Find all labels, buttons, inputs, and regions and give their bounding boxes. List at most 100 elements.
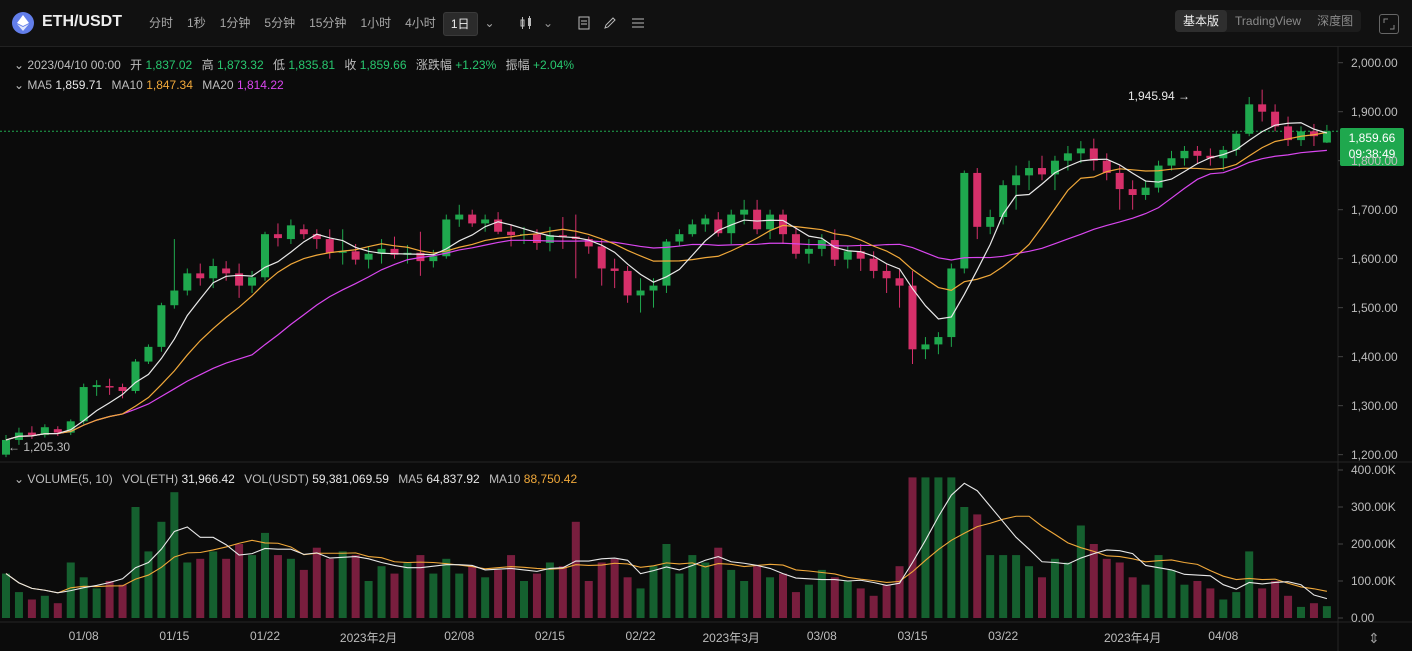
volume-bar <box>1309 603 1318 618</box>
indicator-icon[interactable] <box>574 13 594 33</box>
volume-bar <box>1089 544 1098 618</box>
low-value: 1,835.81 <box>288 58 336 72</box>
candle-body <box>1128 189 1137 195</box>
price-axis-label: 1,800.00 <box>1351 153 1398 168</box>
candle-body <box>273 234 282 239</box>
volume-bar <box>14 592 23 618</box>
ma5-label: MA5 <box>27 78 53 92</box>
interval-tab-active[interactable]: 1日 <box>442 12 478 36</box>
interval-more-chevron-icon[interactable]: ⌄ <box>484 16 495 30</box>
interval-tab[interactable]: 1分钟 <box>219 16 251 30</box>
candle-body <box>869 258 878 271</box>
high-value: 1,873.32 <box>216 58 264 72</box>
volume-bar <box>1128 577 1137 618</box>
price-axis-label: 1,700.00 <box>1351 202 1398 217</box>
vol-ma10-value: 88,750.42 <box>523 472 578 486</box>
interval-tab[interactable]: 5分钟 <box>264 16 296 30</box>
change-label: 涨跌幅 <box>415 58 452 72</box>
candle-body <box>1012 175 1021 186</box>
volume-bar <box>364 581 373 618</box>
interval-tab[interactable]: 分时 <box>149 16 174 30</box>
view-basic[interactable]: 基本版 <box>1175 10 1228 32</box>
pair-title[interactable]: ETH/USDT <box>42 13 122 30</box>
candle-body <box>209 266 218 279</box>
low-label: 低 <box>273 58 286 72</box>
pencil-icon[interactable] <box>600 13 620 33</box>
candle-body <box>1309 131 1318 137</box>
volume-bar <box>455 573 464 618</box>
date-axis-label: 2023年3月 <box>702 631 760 645</box>
candle-body <box>1050 160 1059 175</box>
volume-bar <box>79 577 88 618</box>
price-axis-label: 1,200.00 <box>1351 447 1398 462</box>
date-axis-label: 01/08 <box>68 629 99 643</box>
candle-body <box>779 214 787 235</box>
price-axis-label: 1,300.00 <box>1351 398 1398 413</box>
ma5-line <box>5 122 1328 441</box>
volume-bar <box>1154 555 1163 618</box>
fullscreen-icon[interactable] <box>1379 14 1399 34</box>
volume-axis-label: 400.00K <box>1351 463 1396 477</box>
volume-bar <box>714 547 723 618</box>
volume-bar <box>27 599 36 618</box>
current-price-tag: 1,859.66 09:38:49 <box>1340 128 1404 166</box>
date-axis-label: 04/08 <box>1208 629 1239 643</box>
volume-bar <box>1141 584 1150 618</box>
scale-reset-icon[interactable]: ⇕ <box>1368 630 1380 646</box>
interval-tab[interactable]: 4小时 <box>405 16 436 30</box>
volume-bar <box>675 573 684 618</box>
date-axis-label: 03/15 <box>897 629 928 643</box>
date-axis-label: 03/22 <box>988 629 1019 643</box>
volume-bar <box>1193 581 1202 618</box>
volume-bar <box>442 558 451 618</box>
volume-bar <box>144 551 153 618</box>
candle-body <box>1063 153 1072 161</box>
volume-ma10-line <box>5 515 1328 594</box>
volume-bar <box>118 584 127 618</box>
volume-bar <box>597 562 606 618</box>
volume-bar <box>934 477 943 618</box>
open-value: 1,837.02 <box>145 58 193 72</box>
settings-list-icon[interactable] <box>628 13 648 33</box>
view-tradingview[interactable]: TradingView <box>1235 14 1302 28</box>
volume-bar <box>947 477 956 618</box>
view-depth[interactable]: 深度图 <box>1317 14 1354 28</box>
chevron-down-icon[interactable]: ⌄ <box>542 16 554 30</box>
volume-bar <box>869 595 878 618</box>
volume-bar <box>273 555 282 618</box>
interval-tab[interactable]: 1秒 <box>187 16 206 30</box>
candle-type-icon[interactable] <box>516 13 536 33</box>
candle-body <box>1284 126 1293 141</box>
volume-bar <box>791 592 800 618</box>
volume-bar <box>1076 525 1085 618</box>
close-label: 收 <box>344 58 357 72</box>
volume-bar <box>1245 551 1254 618</box>
countdown: 09:38:49 <box>1348 147 1396 161</box>
candle-body <box>636 290 645 296</box>
volume-bar <box>157 521 166 618</box>
volume-bar <box>170 492 179 618</box>
candle-body <box>1322 131 1331 143</box>
interval-tab[interactable]: 15分钟 <box>309 16 347 30</box>
candle-body <box>675 234 684 242</box>
volume-axis-label: 300.00K <box>1351 500 1396 514</box>
volume-bar <box>545 562 554 618</box>
candle-body <box>170 290 179 306</box>
volume-bar <box>351 555 360 618</box>
candle-body <box>66 421 75 433</box>
candle-body <box>584 239 593 247</box>
ma5-value: 1,859.71 <box>55 78 103 92</box>
candle-body <box>610 268 619 271</box>
volume-bar <box>1258 588 1267 618</box>
candle-body <box>455 214 464 220</box>
ma10-value: 1,847.34 <box>146 78 193 92</box>
price-axis-label: 1,600.00 <box>1351 251 1398 266</box>
high-marker: 1,945.94 → <box>1128 89 1191 103</box>
candle-body <box>999 185 1008 218</box>
volume-bar <box>740 581 749 618</box>
volume-bar <box>40 595 49 618</box>
candle-body <box>183 273 192 291</box>
candle-body <box>481 219 490 224</box>
interval-tab[interactable]: 1小时 <box>360 16 392 30</box>
